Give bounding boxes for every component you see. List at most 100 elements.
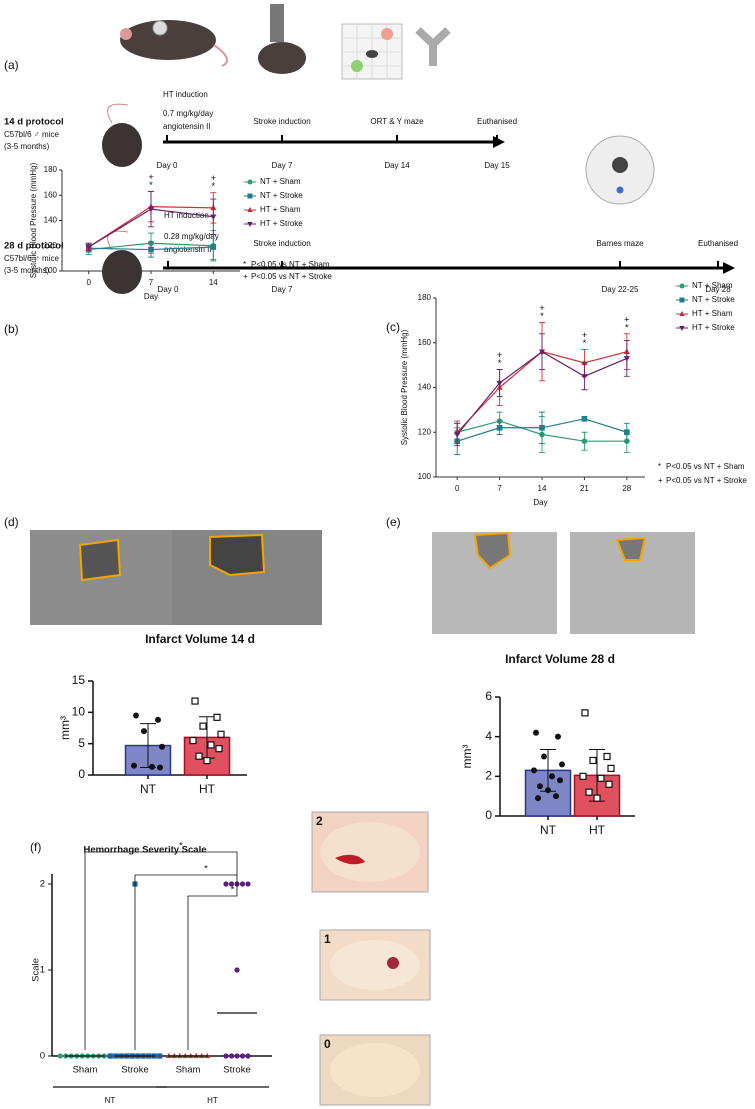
data-point (555, 733, 561, 740)
data-point (223, 881, 229, 887)
footnote-text: P<0.05 vs NT + Stroke (251, 272, 332, 281)
y-axis-label: mm³ (460, 745, 474, 769)
data-point (581, 416, 588, 422)
protocol-title: 14 d protocol (4, 117, 64, 128)
footnote-symbol: * (658, 462, 661, 471)
y-tick-label: 140 (44, 216, 58, 225)
data-point (210, 244, 217, 250)
data-point (228, 1053, 235, 1059)
data-point (581, 359, 588, 366)
significance-symbol: + (148, 172, 154, 183)
photo-label: 2 (316, 814, 323, 828)
data-point (603, 752, 611, 761)
group-label: NT (105, 1096, 116, 1105)
data-point (496, 424, 503, 431)
panel-label: (b) (4, 322, 19, 336)
significance-symbol: + (211, 173, 217, 184)
data-point (203, 756, 211, 765)
data-point (149, 763, 155, 770)
y-axis-label: Systolic Blood Pressure (mmHg) (29, 162, 38, 278)
y-tick-label: 1 (40, 965, 45, 976)
data-point (141, 728, 147, 735)
data-point (191, 697, 199, 705)
mouse-icon (102, 103, 142, 294)
data-point (581, 709, 589, 717)
x-tick-label: HT (589, 823, 606, 837)
legend-label: NT + Stroke (692, 295, 735, 304)
x-tick-label: Stroke (223, 1065, 250, 1076)
data-point (605, 780, 613, 788)
significance-symbol: + (497, 350, 503, 361)
footnote-text: P<0.05 vs NT + Sham (666, 462, 745, 471)
significance-bracket (84, 851, 238, 1050)
legend-marker (247, 207, 253, 212)
data-point (155, 716, 161, 723)
x-tick-label: Stroke (121, 1065, 148, 1076)
significance-symbol: * (211, 181, 215, 192)
event-day: Day 7 (272, 285, 293, 294)
significance-bracket (187, 876, 238, 1050)
y-tick-label: 160 (418, 338, 432, 347)
mouse-illustration (120, 20, 228, 67)
significance-symbol: + (624, 314, 630, 325)
data-point (538, 349, 546, 356)
y-tick-label: 100 (44, 266, 58, 275)
footnote-symbol: * (243, 260, 246, 269)
x-tick-label: 7 (149, 278, 154, 287)
footnote-text: P<0.05 vs NT + Stroke (666, 476, 747, 485)
legend-marker (247, 222, 253, 227)
x-tick-label: 14 (538, 484, 547, 493)
event-note: 0.7 mg/kg/day (163, 109, 213, 118)
data-point (131, 762, 137, 769)
x-tick-label: 0 (86, 278, 91, 287)
legend-marker (247, 179, 253, 185)
footnote-symbol: + (658, 476, 663, 485)
timeline-arrow (723, 262, 735, 274)
event-note: Stroke induction (253, 117, 310, 126)
significance-symbol: * (583, 338, 587, 349)
event-day: Day 15 (484, 161, 510, 170)
data-point (545, 787, 551, 794)
event-note: Euthanised (698, 239, 738, 248)
data-point (541, 753, 547, 760)
y-tick-label: 0 (78, 767, 85, 781)
x-axis-label: Day (144, 292, 158, 301)
y-tick-label: 140 (418, 383, 432, 392)
data-point (234, 1053, 240, 1059)
event-day: Day 0 (158, 285, 179, 294)
data-point (189, 736, 197, 745)
y-tick-label: 120 (44, 241, 58, 250)
data-point (210, 214, 217, 221)
microscope-illustration (258, 4, 306, 74)
data-point (159, 743, 165, 750)
legend-label: NT + Sham (260, 177, 301, 186)
protocol-strain: C57bl/6 ♂ mice (4, 254, 59, 263)
legend-label: NT + Sham (692, 281, 733, 290)
significance-symbol: + (539, 303, 545, 314)
significance-symbol: * (540, 311, 544, 322)
x-tick-label: 7 (497, 484, 502, 493)
footnote-text: P<0.05 vs NT + Sham (251, 260, 330, 269)
event-note: HT induction (163, 90, 208, 99)
panel-label: (f) (30, 840, 41, 854)
y-axis-label: Scale (31, 958, 42, 982)
panel-label: (e) (386, 515, 401, 529)
data-point (215, 745, 223, 753)
data-point (597, 774, 605, 782)
event-day: Day 14 (384, 161, 410, 170)
brain-photos: 2 1 0 (311, 811, 431, 1106)
data-point (157, 1053, 163, 1059)
y-tick-label: 180 (44, 165, 58, 174)
legend-marker (679, 283, 685, 289)
data-point (207, 741, 215, 749)
data-point (533, 729, 539, 736)
data-point (589, 756, 597, 765)
x-tick-label: 0 (455, 484, 460, 493)
data-point (553, 793, 559, 800)
photo-label: 0 (324, 1037, 331, 1051)
x-tick-label: Sham (176, 1065, 201, 1076)
data-point (148, 246, 154, 253)
data-point (496, 380, 503, 387)
x-tick-label: Sham (73, 1065, 98, 1076)
